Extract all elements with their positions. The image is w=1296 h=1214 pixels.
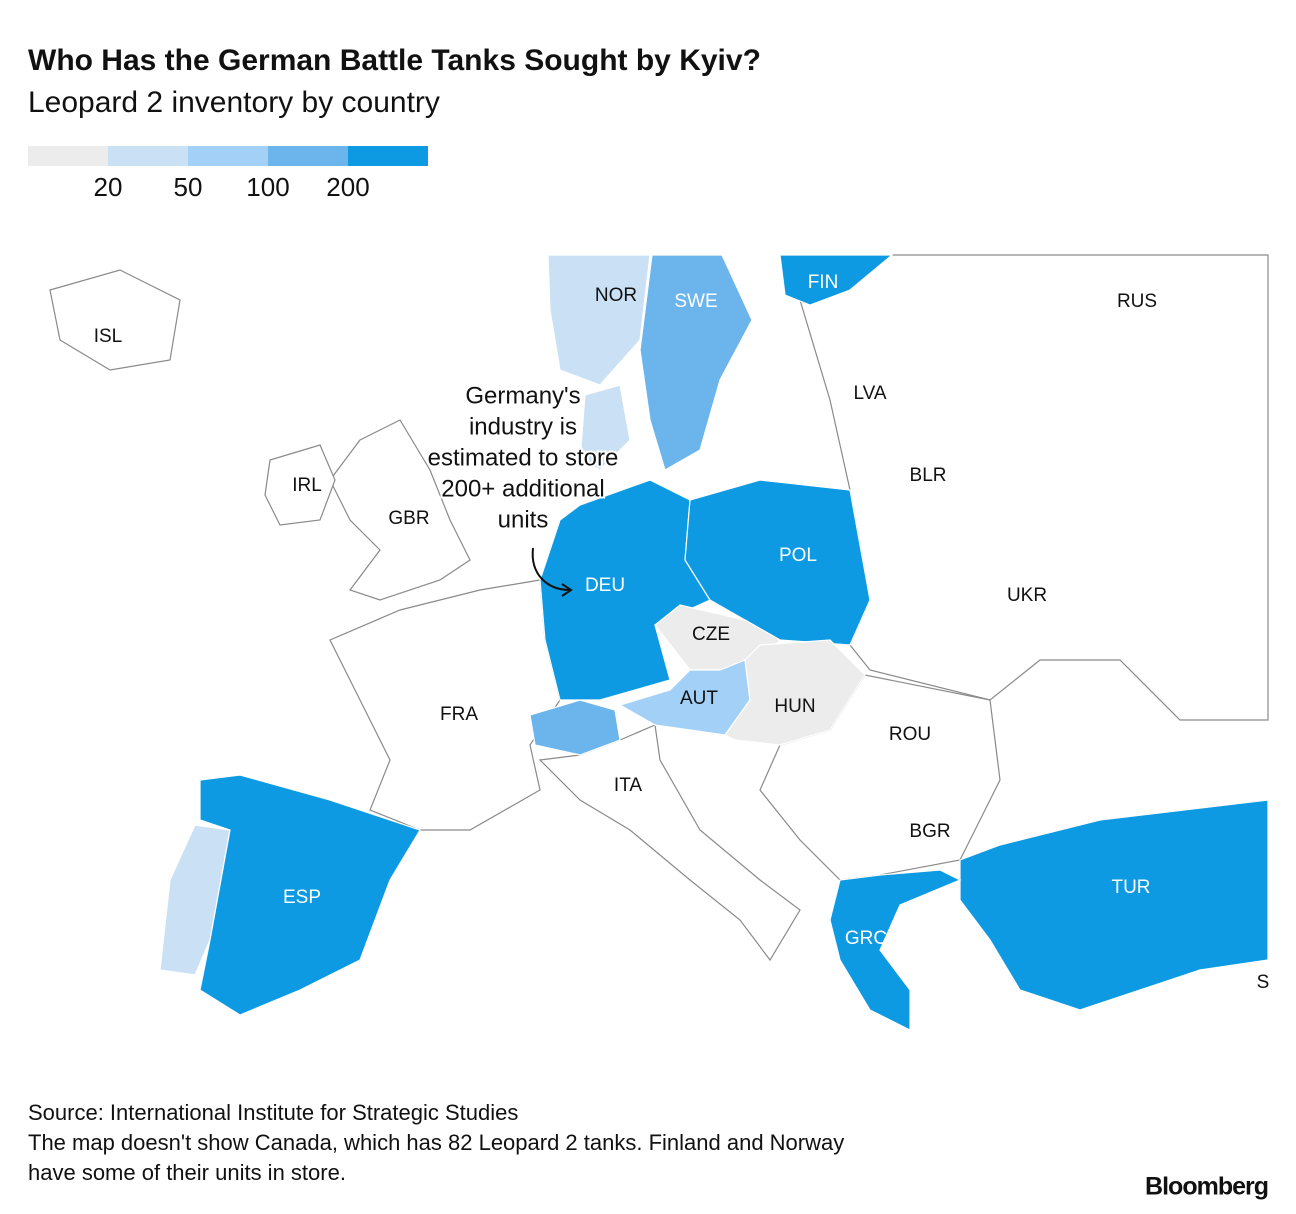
legend-tick: 20 [94, 172, 123, 202]
country-label: ITA [614, 775, 642, 796]
legend-tick: 100 [246, 172, 289, 202]
annotation-line: industry is [469, 413, 577, 440]
legend-swatch [108, 146, 188, 166]
annotation-line: 200+ additional [441, 475, 604, 502]
country-shape [829, 869, 962, 1031]
annotation-line: units [498, 506, 549, 533]
legend-tick: 50 [174, 172, 203, 202]
country-label: DEU [585, 575, 625, 596]
country-label: POL [779, 545, 817, 566]
country-labels: ISL NOR SWE FIN RUS LVA IRL GBR BLR DEU POL UKR CZE A… [94, 272, 1270, 993]
country-label: S [1257, 972, 1270, 993]
subtitle: Leopard 2 inventory by country [28, 86, 440, 119]
country-label: BLR [910, 465, 947, 486]
legend-swatch [348, 146, 428, 166]
country-shape [779, 254, 894, 306]
country-label: ESP [283, 887, 321, 908]
arrow-head [561, 583, 573, 597]
country-label: HUN [774, 696, 815, 717]
country-shape [959, 799, 1269, 1011]
annotation-line: Germany's [465, 382, 580, 409]
country-label: NOR [595, 285, 637, 306]
country-shape [579, 384, 631, 471]
ita-shape [538, 724, 801, 962]
legend-swatch [268, 146, 348, 166]
country-label: CZE [692, 624, 730, 645]
isl-shape [49, 269, 181, 371]
country-label: UKR [1007, 585, 1047, 606]
legend-swatch [28, 146, 108, 166]
country-label: GBR [388, 508, 429, 529]
country-label: LVA [853, 383, 886, 404]
title: Who Has the German Battle Tanks Sought b… [28, 44, 761, 77]
country-shape [639, 254, 753, 471]
fra-shape [329, 579, 561, 831]
legend-swatch [188, 146, 268, 166]
country-shape [547, 254, 651, 386]
irl-shape [264, 444, 336, 526]
legend: 20 50 100 200 [28, 146, 428, 202]
legend-tick: 200 [326, 172, 369, 202]
gbr-shape [329, 419, 471, 601]
country-label: AUT [680, 688, 718, 709]
note: have some of their units in store. [28, 1160, 346, 1185]
annotation: Germany's industry is estimated to store 20… [426, 380, 621, 535]
country-shape [724, 639, 866, 746]
country-label: BGR [909, 821, 950, 842]
annotation-line: estimated to store [428, 444, 619, 471]
country-fills [159, 254, 1269, 1031]
note: The map doesn't show Canada, which has 8… [28, 1130, 844, 1155]
east-shape [799, 254, 1269, 721]
country-label: IRL [292, 475, 322, 496]
country-label: FRA [440, 704, 478, 725]
land-outlines [49, 254, 1269, 962]
country-label: RUS [1117, 291, 1157, 312]
source: Source: International Institute for Stra… [28, 1100, 518, 1125]
country-label: ISL [94, 326, 123, 347]
country-shape [199, 774, 421, 1016]
logo: Bloomberg [1145, 1173, 1268, 1201]
country-label: GRC [845, 928, 887, 949]
country-label: SWE [674, 291, 717, 312]
annotation-arrow [531, 547, 571, 591]
country-label: TUR [1111, 877, 1150, 898]
country-label: FIN [808, 272, 839, 293]
country-label: ROU [889, 724, 931, 745]
